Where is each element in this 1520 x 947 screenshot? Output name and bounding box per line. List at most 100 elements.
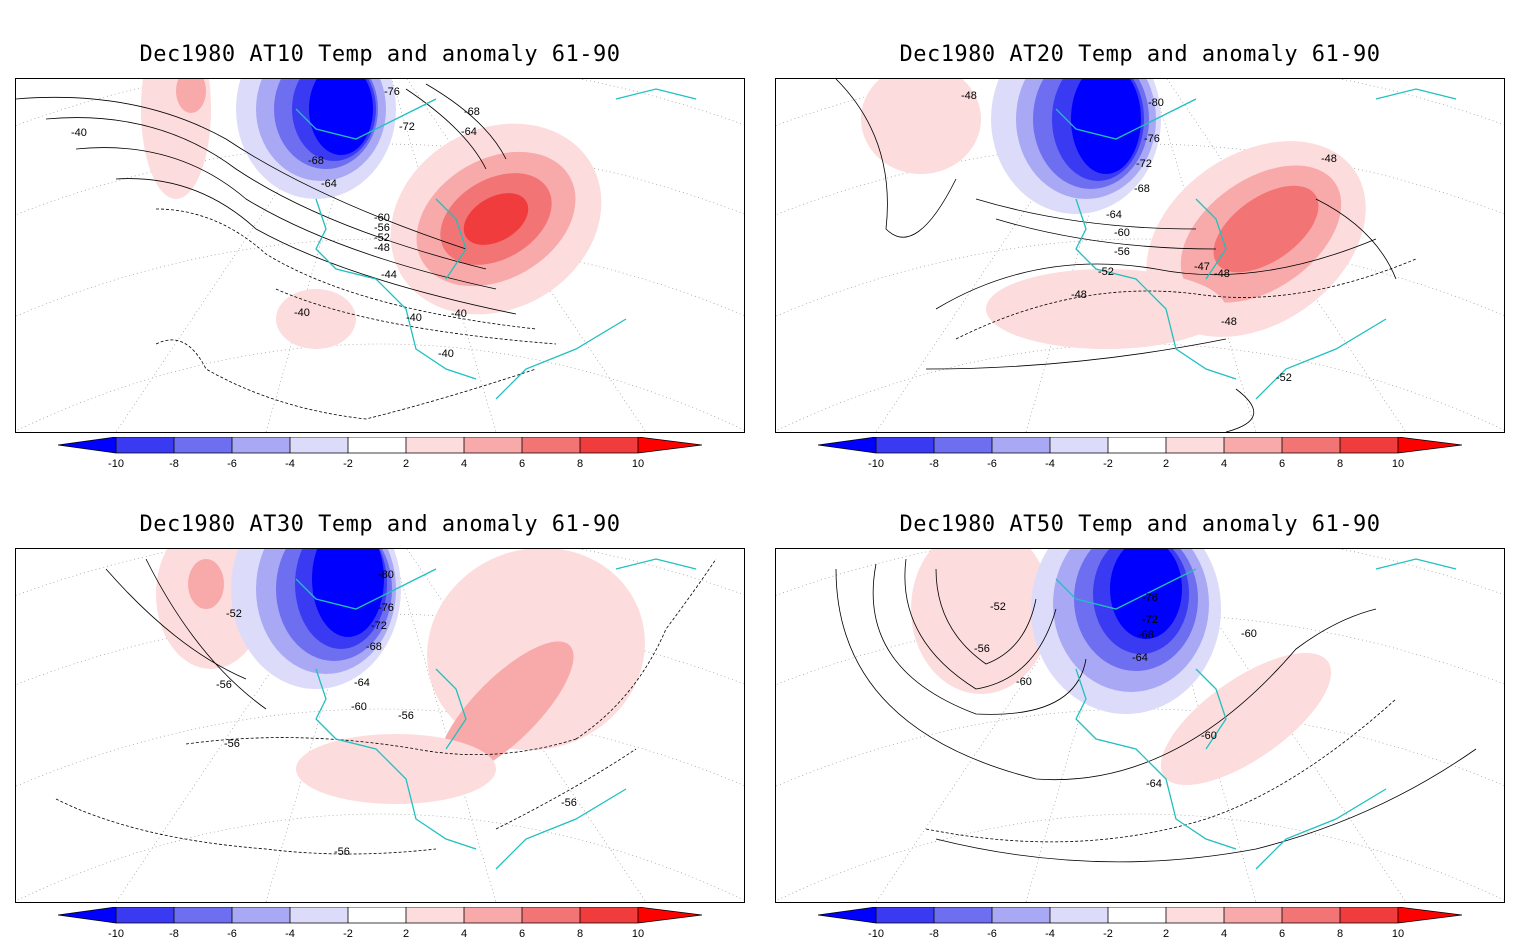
colorbar-tick: 2 — [403, 928, 409, 940]
contour-label: -76 — [378, 602, 394, 614]
colorbar-tick: 8 — [577, 928, 583, 940]
panel-title: Dec1980 AT10 Temp and anomaly 61-90 — [139, 42, 621, 67]
colorbar: -10 -8 -6 -4 -2 2 4 6 8 10 — [57, 436, 703, 473]
map-at50: -76 -72 -68 -64 -52 -56 -60 -60 -60 -64 — [775, 548, 1505, 903]
contour-label: -64 — [354, 677, 370, 689]
colorbar-tick: 2 — [1163, 458, 1169, 470]
colorbar-tick: 6 — [1279, 458, 1285, 470]
panel-at20: Dec1980 AT20 Temp and anomaly 61-90 — [760, 0, 1520, 470]
contour-label: -56 — [974, 643, 990, 655]
contour-label: -40 — [451, 308, 467, 320]
contour-label: -68 — [308, 155, 324, 167]
panel-at50: Dec1980 AT50 Temp and anomaly 61-90 — [760, 470, 1520, 940]
colorbar-tick: -6 — [227, 928, 237, 940]
contour-label: -56 — [224, 738, 240, 750]
colorbar-tick: 4 — [461, 928, 467, 940]
contour-label: -56 — [334, 846, 350, 858]
contour-label: -52 — [374, 232, 390, 244]
colorbar-tick: -2 — [1103, 458, 1113, 470]
contour-label: -76 — [1144, 133, 1160, 145]
contour-label: -80 — [1148, 97, 1164, 109]
contour-label: -56 — [1114, 246, 1130, 258]
colorbar-tick: 6 — [519, 928, 525, 940]
colorbar-tick: -2 — [1103, 928, 1113, 940]
panel-title: Dec1980 AT30 Temp and anomaly 61-90 — [139, 512, 621, 537]
contour-label: -48 — [1071, 289, 1087, 301]
map-at30: -80 -76 -72 -68 -64 -60 -56 -52 -56 -56 … — [15, 548, 745, 903]
colorbar-tick: -6 — [227, 458, 237, 470]
colorbar-tick: -4 — [285, 458, 295, 470]
panel-at10: Dec1980 AT10 Temp and anomaly 61-90 — [0, 0, 760, 470]
colorbar-tick: 6 — [1279, 928, 1285, 940]
panel-title: Dec1980 AT20 Temp and anomaly 61-90 — [899, 42, 1381, 67]
contour-label: -72 — [371, 620, 387, 632]
colorbar-tick: -8 — [929, 458, 939, 470]
colorbar-tick: -2 — [343, 928, 353, 940]
colorbar: -10 -8 -6 -4 -2 2 4 6 8 10 — [817, 436, 1463, 473]
contour-label: -40 — [406, 312, 422, 324]
colorbar-tick: 4 — [1221, 458, 1227, 470]
contour-label: -60 — [1016, 676, 1032, 688]
contour-label: -48 — [961, 90, 977, 102]
colorbar-tick: -10 — [108, 458, 124, 470]
colorbar-tick: 2 — [403, 458, 409, 470]
colorbar-tick: -10 — [868, 458, 884, 470]
colorbar-tick: -8 — [169, 928, 179, 940]
contour-label: -40 — [71, 127, 87, 139]
contour-label: -68 — [1138, 629, 1154, 641]
contour-label: -52 — [1098, 266, 1114, 278]
contour-label: -40 — [438, 348, 454, 360]
contour-label: -72 — [1136, 158, 1152, 170]
colorbar-tick: -4 — [1045, 928, 1055, 940]
colorbar-tick: 10 — [1392, 458, 1404, 470]
colorbar-tick: 6 — [519, 458, 525, 470]
colorbar-tick: -6 — [987, 928, 997, 940]
contour-label: -56 — [216, 679, 232, 691]
panel-at30: Dec1980 AT30 Temp and anomaly 61-90 — [0, 470, 760, 940]
contour-label: -52 — [990, 601, 1006, 613]
contour-label: -48 — [1321, 153, 1337, 165]
colorbar-tick: 10 — [632, 458, 644, 470]
contour-label: -56 — [561, 797, 577, 809]
colorbar-tick: 4 — [1221, 928, 1227, 940]
contour-label: -60 — [351, 701, 367, 713]
contour-label: -64 — [1106, 209, 1122, 221]
contour-label: -56 — [374, 222, 390, 234]
contour-label: -64 — [1132, 652, 1148, 664]
contour-label: -64 — [1146, 778, 1162, 790]
contour-label: -52 — [1276, 372, 1292, 384]
contour-label: -64 — [321, 178, 337, 190]
contour-label: -44 — [381, 269, 397, 281]
contour-label: -48 — [374, 242, 390, 254]
contour-label: -80 — [378, 569, 394, 581]
contour-label: -60 — [374, 212, 390, 224]
colorbar-tick: -2 — [343, 458, 353, 470]
colorbar-tick: -6 — [987, 458, 997, 470]
colorbar-tick: 4 — [461, 458, 467, 470]
contour-label: -68 — [464, 106, 480, 118]
colorbar-tick: -10 — [108, 928, 124, 940]
contour-label: -56 — [398, 710, 414, 722]
contour-label: -60 — [1241, 628, 1257, 640]
colorbar-tick: -10 — [868, 928, 884, 940]
colorbar-tick: -4 — [285, 928, 295, 940]
colorbar-tick: 8 — [577, 458, 583, 470]
map-at10: -76 -72 -68 -64 -68 -64 -60 -56 -52 -48 … — [15, 78, 745, 433]
contour-label: -48 — [1214, 268, 1230, 280]
colorbar-tick: 2 — [1163, 928, 1169, 940]
contour-label: -48 — [1221, 316, 1237, 328]
colorbar: -10 -8 -6 -4 -2 2 4 6 8 10 — [817, 906, 1463, 943]
colorbar-tick: -8 — [169, 458, 179, 470]
contour-label: -64 — [461, 126, 477, 138]
colorbar-tick: 8 — [1337, 458, 1343, 470]
contour-label: -72 — [1142, 614, 1158, 626]
contour-label: -76 — [384, 86, 400, 98]
map-at20: -48 -80 -76 -72 -68 -64 -60 -56 -52 -48 … — [775, 78, 1505, 433]
contour-label: -68 — [366, 641, 382, 653]
panel-title: Dec1980 AT50 Temp and anomaly 61-90 — [899, 512, 1381, 537]
contour-label: -47 — [1194, 261, 1210, 273]
contour-label: -76 — [1142, 592, 1158, 604]
contour-label: -68 — [1134, 183, 1150, 195]
contour-label: -72 — [399, 121, 415, 133]
colorbar-tick: -4 — [1045, 458, 1055, 470]
